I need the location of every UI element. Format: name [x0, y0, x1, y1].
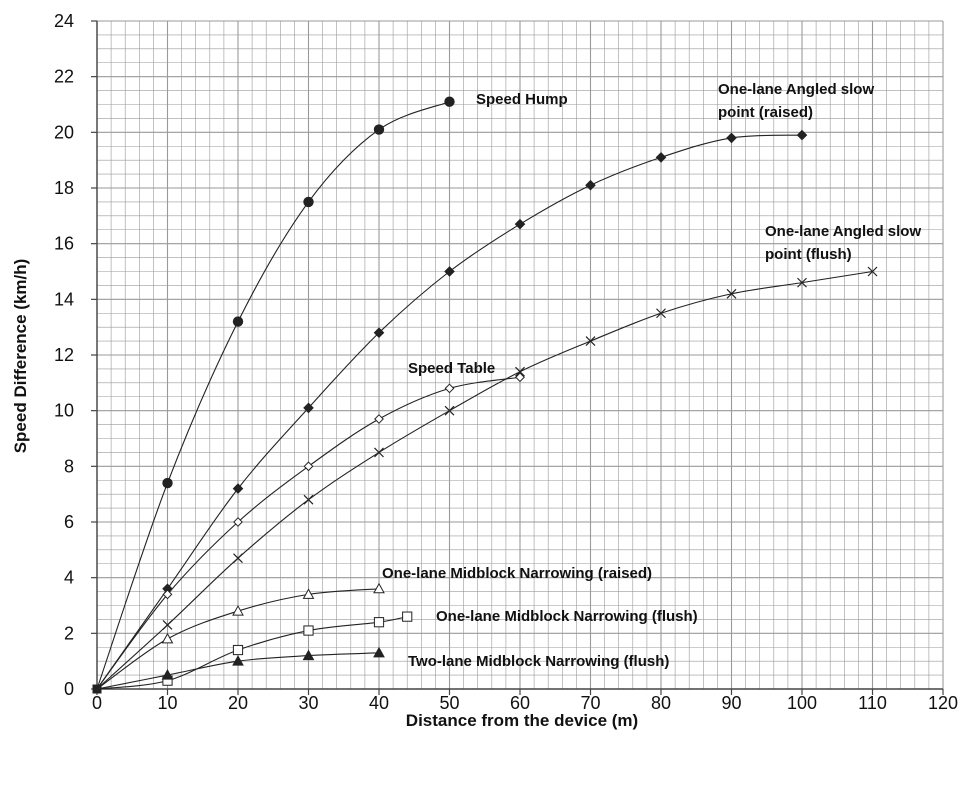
- data-point-speed-table: [444, 383, 455, 394]
- data-point-two-lane-midblock-narrowing-flush: [161, 669, 174, 680]
- data-point-two-lane-midblock-narrowing-flush: [373, 646, 385, 658]
- data-point-one-lane-angled-slow-point-flush: [797, 277, 807, 288]
- data-point-one-lane-midblock-narrowing-flush: [402, 611, 413, 622]
- y-axis-title: Speed Difference (km/h): [11, 259, 30, 454]
- marker-layer: [92, 96, 878, 694]
- data-point-one-lane-angled-slow-point-flush: [374, 447, 384, 458]
- data-point-speed-hump: [373, 124, 385, 135]
- data-point-one-lane-angled-slow-point-flush: [303, 494, 314, 505]
- data-point-one-lane-midblock-narrowing-raised: [302, 588, 315, 599]
- data-point-one-lane-angled-slow-point-raised: [655, 152, 667, 163]
- y-tick-label: 6: [64, 512, 74, 532]
- y-tick-label: 20: [54, 122, 74, 142]
- data-point-speed-table: [303, 461, 314, 472]
- x-tick-label: 80: [651, 693, 671, 713]
- data-point-one-lane-angled-slow-point-flush: [444, 405, 455, 416]
- data-point-one-lane-midblock-narrowing-raised: [373, 582, 385, 594]
- series-line-one-lane-angled-slow-point-raised: [96, 134, 803, 690]
- series-label-one-lane-angled-slow-point-raised: One-lane Angled slow: [718, 81, 874, 98]
- x-tick-label: 90: [721, 693, 741, 713]
- y-tick-label: 8: [64, 456, 74, 476]
- data-point-one-lane-angled-slow-point-raised: [444, 266, 455, 277]
- series-label-speed-hump: Speed Hump: [476, 91, 568, 108]
- y-tick-label: 4: [64, 568, 74, 588]
- y-tick-label: 22: [54, 67, 74, 87]
- series-label-one-lane-midblock-narrowing-raised: One-lane Midblock Narrowing (raised): [382, 565, 652, 582]
- data-point-speed-hump: [162, 477, 173, 489]
- data-point-speed-table: [374, 414, 384, 424]
- tick-label-layer: 0 10 20 30 40 50 60 70 80 90 100 110 120024681012141…: [54, 11, 958, 713]
- x-tick-label: 70: [580, 693, 600, 713]
- series-label-layer: Speed Hump One-lane Angled slow point (rai…: [382, 81, 921, 670]
- data-point-speed-table: [233, 517, 243, 527]
- data-point-one-lane-angled-slow-point-raised: [303, 402, 314, 414]
- data-point-speed-table: [162, 589, 173, 600]
- data-point-two-lane-midblock-narrowing-flush: [92, 684, 102, 694]
- data-point-one-lane-angled-slow-point-raised: [585, 179, 596, 191]
- data-point-one-lane-midblock-narrowing-raised: [232, 605, 244, 616]
- data-point-one-lane-angled-slow-point-raised: [514, 218, 526, 230]
- x-tick-label: 60: [510, 693, 530, 713]
- data-point-one-lane-midblock-narrowing-flush: [303, 625, 314, 636]
- x-tick-label: 120: [928, 693, 958, 713]
- data-point-one-lane-midblock-narrowing-flush: [232, 644, 244, 656]
- series-label-one-lane-angled-slow-point-flush: point (flush): [765, 246, 852, 263]
- x-tick-label: 40: [369, 693, 389, 713]
- series-label-speed-table: Speed Table: [408, 360, 495, 377]
- series-label-two-lane-midblock-narrowing-flush: Two-lane Midblock Narrowing (flush): [408, 653, 669, 670]
- data-point-one-lane-angled-slow-point-raised: [232, 483, 244, 494]
- data-point-one-lane-angled-slow-point-flush: [867, 266, 878, 277]
- data-point-one-lane-angled-slow-point-flush: [162, 620, 173, 630]
- y-tick-label: 2: [64, 623, 74, 643]
- data-point-speed-hump: [444, 96, 455, 107]
- data-point-one-lane-midblock-narrowing-raised: [161, 632, 174, 644]
- grid-layer: [96, 20, 944, 690]
- x-tick-label: 50: [439, 693, 459, 713]
- data-point-one-lane-angled-slow-point-flush: [515, 366, 525, 377]
- data-point-one-lane-angled-slow-point-flush: [656, 308, 666, 319]
- data-point-speed-hump: [303, 196, 314, 208]
- data-point-one-lane-angled-slow-point-flush: [585, 336, 596, 347]
- data-point-two-lane-midblock-narrowing-flush: [302, 649, 315, 661]
- series-label-one-lane-angled-slow-point-raised: point (raised): [718, 104, 813, 121]
- data-point-speed-table: [515, 372, 525, 383]
- curve-layer: [96, 101, 873, 690]
- y-tick-label: 18: [54, 178, 74, 198]
- data-point-one-lane-angled-slow-point-flush: [233, 553, 243, 564]
- x-tick-label: 10: [157, 693, 177, 713]
- y-tick-label: 16: [54, 234, 74, 254]
- y-tick-label: 10: [54, 401, 74, 421]
- x-tick-label: 100: [787, 693, 817, 713]
- data-point-one-lane-angled-slow-point-flush: [726, 288, 737, 299]
- series-label-one-lane-midblock-narrowing-flush: One-lane Midblock Narrowing (flush): [436, 608, 698, 625]
- series-label-one-lane-angled-slow-point-flush: One-lane Angled slow: [765, 223, 921, 240]
- x-tick-label: 0: [92, 693, 102, 713]
- y-tick-label: 12: [54, 345, 74, 365]
- x-tick-label: 110: [858, 693, 887, 713]
- axis-layer: [91, 20, 944, 695]
- data-point-one-lane-angled-slow-point-raised: [726, 132, 737, 144]
- data-point-one-lane-angled-slow-point-raised: [796, 129, 808, 141]
- data-point-one-lane-angled-slow-point-raised: [373, 327, 385, 339]
- x-axis-title: Distance from the device (m): [406, 711, 638, 730]
- data-point-speed-hump: [232, 316, 244, 327]
- data-point-two-lane-midblock-narrowing-flush: [232, 655, 244, 666]
- y-tick-label: 24: [54, 11, 74, 31]
- x-tick-label: 20: [228, 693, 248, 713]
- y-tick-label: 14: [54, 289, 74, 309]
- x-tick-label: 30: [298, 693, 318, 713]
- y-tick-label: 0: [64, 679, 74, 699]
- data-point-one-lane-midblock-narrowing-flush: [373, 617, 385, 628]
